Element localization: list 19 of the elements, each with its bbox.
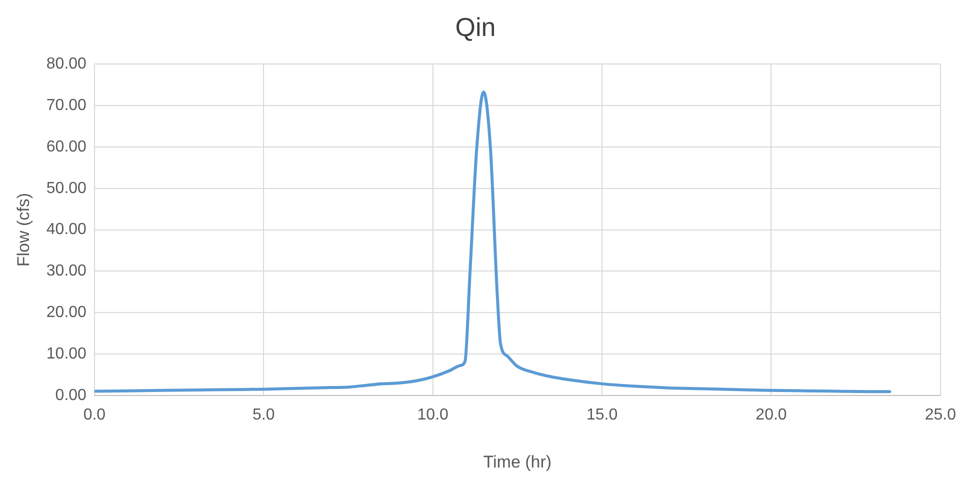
x-tick-label: 0.0 [83, 406, 106, 424]
y-tick-label: 40.00 [46, 221, 87, 238]
x-tick-label: 20.0 [756, 406, 787, 424]
y-tick-label: 10.00 [46, 345, 87, 362]
x-tick-label: 10.0 [417, 406, 449, 424]
y-tick-label: 50.00 [46, 180, 87, 197]
line-series [94, 90, 892, 394]
y-tick-label: 0.00 [55, 386, 87, 404]
x-tick-label: 5.0 [252, 406, 275, 424]
y-tick-label: 60.00 [46, 138, 87, 156]
x-tick-label: 25.0 [924, 406, 956, 424]
y-axis-title: Flow (cfs) [14, 192, 33, 267]
x-tick-label: 15.0 [586, 406, 618, 424]
chart-title: Qin [455, 12, 496, 42]
x-axis-title: Time (hr) [483, 452, 552, 472]
y-tick-label: 30.00 [46, 262, 87, 280]
y-tick-label: 20.00 [46, 304, 87, 322]
y-tick-label: 80.00 [46, 56, 87, 73]
y-tick-label: 70.00 [46, 97, 87, 114]
